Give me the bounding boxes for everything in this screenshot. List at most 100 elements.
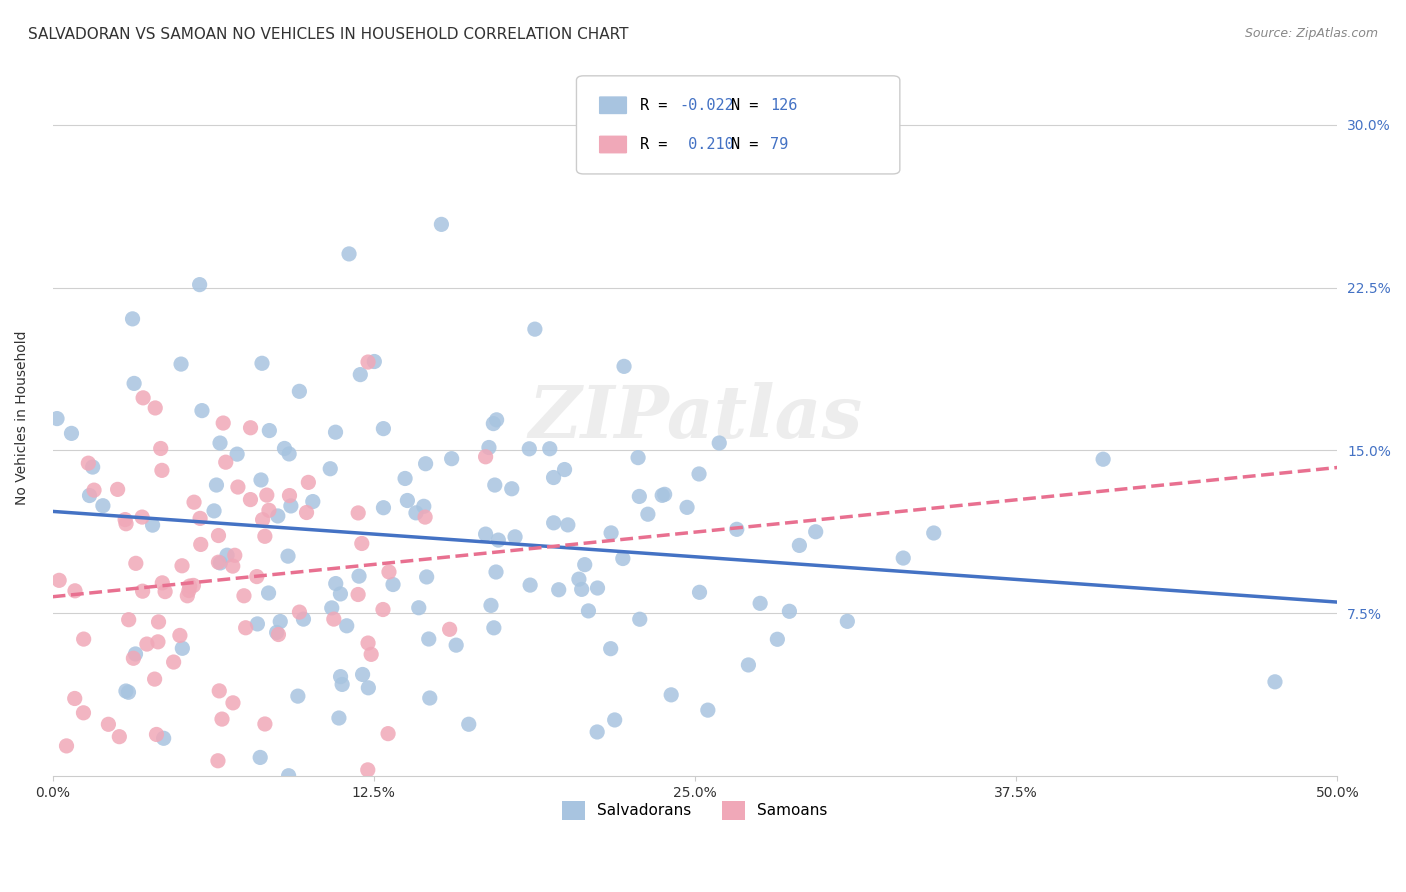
Salvadorans [373, 422, 395, 436]
Samoans [211, 712, 233, 726]
Salvadorans [612, 551, 634, 566]
Text: N =: N = [731, 98, 768, 112]
Samoans [63, 583, 86, 598]
Salvadorans [301, 494, 323, 508]
Salvadorans [408, 600, 430, 615]
Samoans [48, 574, 70, 588]
Samoans [114, 512, 136, 526]
Text: Source: ZipAtlas.com: Source: ZipAtlas.com [1244, 27, 1378, 40]
Samoans [278, 489, 301, 503]
Samoans [295, 506, 318, 520]
Samoans [97, 717, 120, 731]
Samoans [150, 463, 173, 477]
Text: ZIPatlas: ZIPatlas [527, 383, 862, 453]
Salvadorans [696, 703, 718, 717]
Salvadorans [226, 447, 249, 461]
Samoans [474, 450, 496, 464]
Salvadorans [152, 731, 174, 746]
Salvadorans [444, 638, 467, 652]
Salvadorans [287, 689, 309, 703]
Salvadorans [319, 461, 342, 475]
Samoans [146, 635, 169, 649]
Salvadorans [578, 604, 600, 618]
Salvadorans [568, 572, 591, 586]
Samoans [148, 615, 170, 629]
Salvadorans [482, 417, 505, 431]
Salvadorans [628, 490, 651, 504]
Salvadorans [273, 442, 295, 456]
Samoans [153, 584, 176, 599]
Salvadorans [363, 354, 385, 368]
Salvadorans [574, 558, 596, 572]
Samoans [347, 587, 370, 601]
Salvadorans [1092, 452, 1115, 467]
Salvadorans [277, 549, 299, 563]
Samoans [208, 684, 231, 698]
Samoans [179, 579, 201, 593]
Salvadorans [259, 424, 281, 438]
Salvadorans [538, 442, 561, 456]
Salvadorans [82, 460, 104, 475]
Salvadorans [292, 612, 315, 626]
Samoans [350, 536, 373, 550]
Samoans [83, 483, 105, 497]
Samoans [177, 583, 200, 598]
Salvadorans [208, 436, 231, 450]
Salvadorans [749, 596, 772, 610]
Salvadorans [654, 487, 676, 501]
Salvadorans [440, 451, 463, 466]
Salvadorans [122, 376, 145, 391]
Salvadorans [357, 681, 380, 695]
Salvadorans [474, 527, 496, 541]
Samoans [170, 558, 193, 573]
Salvadorans [804, 524, 827, 539]
Salvadorans [486, 533, 509, 547]
Samoans [77, 456, 100, 470]
Text: SALVADORAN VS SAMOAN NO VEHICLES IN HOUSEHOLD CORRELATION CHART: SALVADORAN VS SAMOAN NO VEHICLES IN HOUS… [28, 27, 628, 42]
Salvadorans [457, 717, 479, 731]
Salvadorans [418, 632, 440, 646]
Samoans [222, 559, 245, 574]
Samoans [357, 763, 380, 777]
Salvadorans [586, 581, 609, 595]
Salvadorans [321, 601, 343, 615]
Text: R =: R = [640, 137, 676, 152]
Salvadorans [349, 368, 371, 382]
Salvadorans [419, 691, 441, 706]
Salvadorans [382, 577, 405, 591]
Samoans [357, 636, 380, 650]
Salvadorans [547, 582, 569, 597]
Salvadorans [117, 685, 139, 699]
Salvadorans [405, 506, 427, 520]
Salvadorans [246, 616, 269, 631]
Samoans [143, 672, 166, 686]
Salvadorans [737, 657, 759, 672]
Salvadorans [188, 277, 211, 292]
Salvadorans [269, 615, 291, 629]
Samoans [108, 730, 131, 744]
Salvadorans [373, 500, 395, 515]
Text: 79: 79 [770, 137, 789, 152]
Salvadorans [922, 526, 945, 541]
Samoans [118, 613, 141, 627]
Samoans [132, 391, 155, 405]
Samoans [125, 557, 148, 571]
Samoans [207, 754, 229, 768]
Salvadorans [191, 403, 214, 417]
Salvadorans [557, 517, 579, 532]
Salvadorans [46, 411, 69, 425]
Salvadorans [250, 356, 273, 370]
Samoans [226, 480, 249, 494]
Samoans [267, 627, 290, 641]
Samoans [73, 632, 96, 646]
Legend: Salvadorans, Samoans: Salvadorans, Samoans [557, 795, 834, 826]
Salvadorans [837, 615, 859, 629]
Salvadorans [142, 518, 165, 533]
Samoans [246, 569, 269, 583]
Salvadorans [543, 470, 565, 484]
Samoans [115, 516, 138, 531]
Samoans [131, 584, 153, 599]
Text: 126: 126 [770, 98, 797, 112]
Samoans [63, 691, 86, 706]
Salvadorans [267, 508, 290, 523]
